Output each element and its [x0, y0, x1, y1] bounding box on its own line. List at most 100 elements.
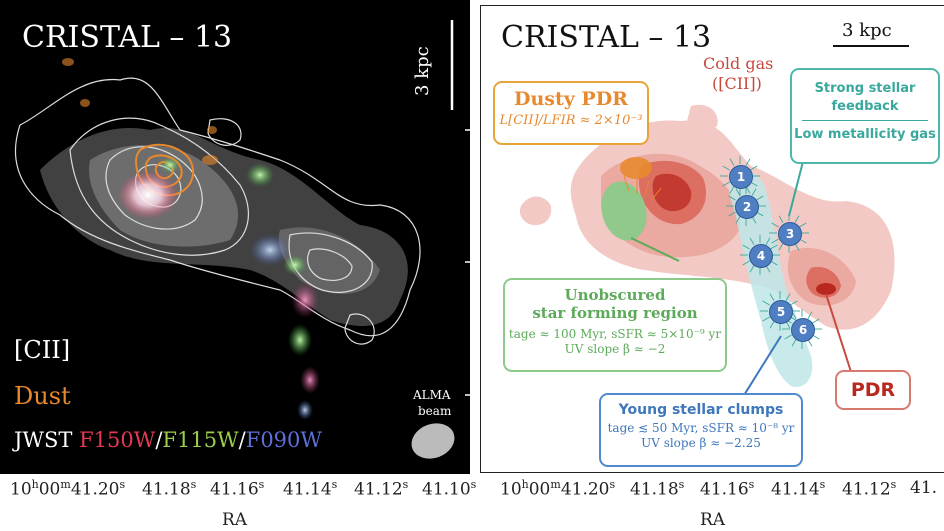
feedback-ray — [750, 165, 758, 171]
right-tick-6: 41. — [910, 478, 938, 498]
pdr-box: PDR — [835, 370, 911, 410]
feedback-ray — [769, 321, 775, 329]
feedback-ray — [722, 181, 730, 187]
clumps-line3: UV slope β ≈ −2.25 — [641, 436, 761, 450]
beam-label-1: ALMA — [413, 388, 451, 402]
unobscured-connector — [630, 237, 680, 262]
left-tick-1: 10h00m41.20s — [10, 478, 126, 500]
unobscured-line4: UV slope β ≈ −2 — [564, 342, 666, 356]
clump-2: 2 — [735, 195, 759, 219]
dusty-pdr-ratio: L[CII]/LFIR ≈ 2×10⁻³ — [499, 113, 643, 128]
feedback-ray — [756, 195, 764, 201]
feedback-ray — [769, 293, 775, 301]
legend-dust: Dust — [14, 382, 71, 410]
feedback-ray — [778, 243, 784, 251]
legend-sep1: / — [155, 428, 163, 452]
dusty-pdr-title: Dusty PDR — [514, 88, 628, 110]
left-image-graphic — [14, 20, 470, 459]
jwst-bright-source — [118, 171, 178, 219]
feedback-ray — [749, 265, 755, 273]
beam-label-2: beam — [418, 404, 452, 418]
feedback-ray — [728, 211, 736, 217]
dusty-pdr-box: Dusty PDR L[CII]/LFIR ≈ 2×10⁻³ — [493, 81, 649, 145]
feedback-ray — [812, 318, 820, 324]
feedback-ray — [742, 244, 750, 250]
unobscured-line2: star forming region — [532, 304, 698, 322]
feedback-ray — [728, 195, 736, 201]
legend-jwst-label: JWST — [14, 428, 73, 452]
alma-beam — [411, 423, 455, 459]
left-tick-4: 41.14s — [283, 478, 338, 500]
legend-f090w: F090W — [245, 428, 322, 452]
feedback-ray — [742, 260, 750, 266]
feedback-ray — [745, 158, 751, 166]
right-scale-label: 3 kpc — [842, 20, 892, 41]
clump-5: 5 — [769, 300, 793, 324]
unobscured-line1: Unobscured — [564, 286, 666, 304]
cold-gas-label-2: ([CII]) — [712, 74, 762, 93]
feedback-ray — [729, 186, 735, 194]
feedback-ray — [785, 293, 791, 301]
left-tick-3: 41.16s — [210, 478, 265, 500]
feedback-ray — [735, 216, 741, 224]
feedback-ray — [794, 215, 800, 223]
clump-4: 4 — [749, 244, 773, 268]
clump-6: 6 — [791, 318, 815, 342]
pdr-label: PDR — [850, 379, 896, 401]
feedback-ray — [722, 165, 730, 171]
cii-contours — [14, 77, 421, 345]
feedback-ray — [762, 316, 770, 322]
left-tick-2: 41.18s — [142, 478, 197, 500]
feedback-box: Strong stellar feedback Low metallicity … — [790, 68, 940, 164]
right-schematic-panel: CRISTAL – 13 3 kpc Cold gas ([CII]) Dust… — [480, 5, 944, 473]
unobscured-line3: tage ≈ 100 Myr, sSFR ≈ 5×10⁻⁹ yr — [508, 327, 722, 341]
left-tick-5: 41.12s — [354, 478, 409, 500]
clumps-line2: tage ≲ 50 Myr, sSFR ≈ 10⁻⁸ yr — [607, 421, 795, 435]
left-image-panel: CRISTAL – 13 3 kpc [CII] Dust JWST F150W… — [0, 0, 470, 474]
feedback-ray — [778, 215, 784, 223]
pdr-connector — [825, 293, 854, 379]
feedback-divider — [802, 120, 928, 121]
legend-sep2: / — [238, 428, 246, 452]
right-tick-3: 41.16s — [700, 478, 755, 500]
feedback-ray — [790, 300, 798, 306]
clump-1: 1 — [729, 165, 753, 189]
feedback-line2: feedback — [831, 99, 899, 114]
feedback-ray — [799, 222, 807, 228]
feedback-ray — [770, 244, 778, 250]
feedback-ray — [735, 188, 741, 196]
right-tick-4: 41.14s — [771, 478, 826, 500]
feedback-ray — [749, 237, 755, 245]
cold-gas-label-1: Cold gas — [703, 54, 774, 73]
clumps-box: Young stellar clumps tage ≲ 50 Myr, sSFR… — [599, 393, 803, 467]
legend-f150w: F150W — [79, 428, 156, 452]
feedback-line3: Low metallicity gas — [794, 127, 936, 142]
left-title: CRISTAL – 13 — [22, 20, 233, 55]
right-schematic-graphic — [519, 45, 909, 417]
feedback-line1: Strong stellar — [814, 81, 916, 96]
left-tick-6: 41.10s — [422, 478, 477, 500]
left-xlabel: RA — [222, 510, 248, 530]
legend-cii: [CII] — [14, 336, 71, 364]
right-tick-2: 41.18s — [630, 478, 685, 500]
right-tick-1: 10h00m41.20s — [500, 478, 616, 500]
clump-3: 3 — [778, 222, 802, 246]
feedback-ray — [784, 334, 792, 340]
legend-jwst: JWST F150W/F115W/F090W — [14, 428, 322, 452]
feedback-ray — [762, 300, 770, 306]
dusty-pdr-region — [620, 157, 652, 179]
unobscured-box: Unobscured star forming region tage ≈ 10… — [503, 278, 727, 372]
right-tick-5: 41.12s — [842, 478, 897, 500]
feedback-ray — [771, 222, 779, 228]
clumps-title: Young stellar clumps — [618, 402, 784, 418]
right-title: CRISTAL – 13 — [501, 20, 712, 55]
unobscured-region — [601, 181, 647, 241]
feedback-ray — [791, 339, 797, 347]
left-scale-label: 3 kpc — [412, 46, 433, 96]
feedback-ray — [765, 237, 771, 245]
feedback-ray — [771, 238, 779, 244]
feedback-ray — [729, 158, 735, 166]
right-xlabel: RA — [700, 510, 726, 530]
feedback-ray — [751, 188, 757, 196]
feedback-ray — [807, 311, 813, 319]
